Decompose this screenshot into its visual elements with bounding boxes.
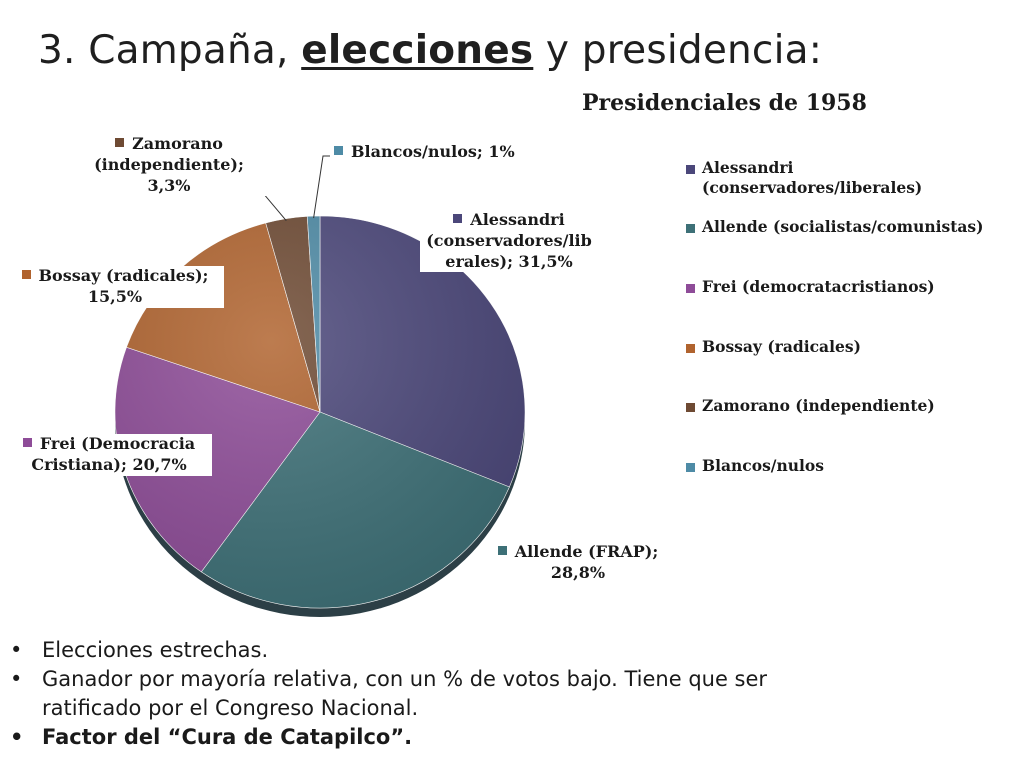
legend-item-allende: Allende (socialistas/comunistas) <box>686 217 983 237</box>
legend-item-blancos: Blancos/nulos <box>686 456 824 476</box>
data-label-zamorano: Zamorano (independiente); 3,3% <box>64 134 274 197</box>
legend-swatch <box>686 344 695 353</box>
chart-title: Presidenciales de 1958 <box>582 90 867 116</box>
legend-swatch <box>686 463 695 472</box>
legend-label: Blancos/nulos <box>702 456 824 475</box>
data-label-frei: Frei (Democracia Cristiana); 20,7% <box>6 434 212 476</box>
bullet-item: • Elecciones estrechas. <box>10 638 269 662</box>
legend-item-frei: Frei (democratacristianos) <box>686 277 935 297</box>
bullet-item-continuation: ratificado por el Congreso Nacional. <box>42 696 419 720</box>
legend-swatch <box>686 224 695 233</box>
slide-title-suffix: y presidencia: <box>533 28 823 73</box>
data-label-bossay: Bossay (radicales); 15,5% <box>6 266 224 308</box>
leader-line-blancos <box>313 155 330 219</box>
slide-title-emphasis: elecciones <box>301 28 534 73</box>
legend-label: Bossay (radicales) <box>702 337 861 356</box>
data-label-swatch <box>453 214 463 223</box>
legend-label: Alessandri <box>702 158 794 177</box>
legend-swatch <box>686 403 695 412</box>
bullet-item: • Factor del “Cura de Catapilco”. <box>10 725 413 749</box>
legend-swatch <box>686 165 695 174</box>
legend-label: Allende (socialistas/comunistas) <box>702 217 984 236</box>
legend-item-bossay: Bossay (radicales) <box>686 337 861 357</box>
data-label-swatch <box>22 438 32 447</box>
data-label-swatch <box>497 546 507 555</box>
slide-title: 3. Campaña, elecciones y presidencia: <box>38 28 822 73</box>
legend-label: (conservadores/liberales) <box>702 178 923 198</box>
bullet-item: • Ganador por mayoría relativa, con un % … <box>10 667 768 691</box>
legend-swatch <box>686 284 695 293</box>
bullet-list: • Elecciones estrechas. • Ganador por mayo… <box>10 636 1010 752</box>
data-label-alessandri: Alessandri (conservadores/lib erales); 3… <box>420 210 598 273</box>
data-label-swatch <box>334 146 343 155</box>
slide-title-prefix: 3. Campaña, <box>38 28 302 73</box>
data-label-allende: Allende (FRAP); 28,8% <box>483 542 673 584</box>
data-label-swatch <box>21 270 31 279</box>
legend-label: Frei (democratacristianos) <box>702 277 935 296</box>
data-label-blancos: Blancos/nulos; 1% <box>334 142 560 163</box>
legend-item-zamorano: Zamorano (independiente) <box>686 396 935 416</box>
data-label-swatch <box>115 138 125 147</box>
legend-label: Zamorano (independiente) <box>702 396 935 415</box>
legend-item-alessandri: Alessandri (conservadores/liberales) <box>686 158 922 198</box>
